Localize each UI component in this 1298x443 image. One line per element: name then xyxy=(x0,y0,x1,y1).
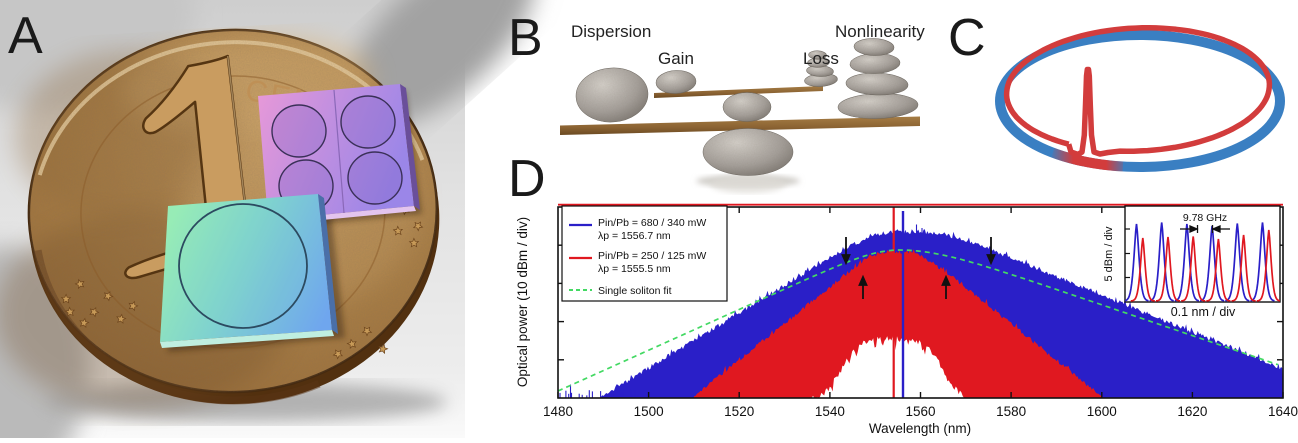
svg-text:Gain: Gain xyxy=(658,49,694,68)
svg-text:0.1 nm / div: 0.1 nm / div xyxy=(1171,305,1236,319)
svg-text:Pin/Pb = 250 / 125 mW: Pin/Pb = 250 / 125 mW xyxy=(598,250,706,262)
svg-text:1600: 1600 xyxy=(1087,404,1117,419)
svg-text:1500: 1500 xyxy=(634,404,664,419)
svg-text:9.78 GHz: 9.78 GHz xyxy=(1183,212,1227,224)
svg-text:Nonlinearity: Nonlinearity xyxy=(835,22,925,41)
svg-text:1640: 1640 xyxy=(1268,404,1298,419)
svg-text:1580: 1580 xyxy=(996,404,1026,419)
svg-text:Dispersion: Dispersion xyxy=(571,22,651,41)
svg-text:B: B xyxy=(508,9,543,67)
svg-text:1520: 1520 xyxy=(724,404,754,419)
svg-text:Wavelength (nm): Wavelength (nm) xyxy=(869,421,971,436)
svg-text:Single soliton fit: Single soliton fit xyxy=(598,285,672,297)
svg-text:1560: 1560 xyxy=(905,404,935,419)
svg-text:C: C xyxy=(948,9,986,67)
svg-text:λp = 1555.5 nm: λp = 1555.5 nm xyxy=(598,263,671,275)
svg-text:1620: 1620 xyxy=(1177,404,1207,419)
svg-text:λp = 1556.7 nm: λp = 1556.7 nm xyxy=(598,230,671,242)
svg-text:1540: 1540 xyxy=(815,404,845,419)
svg-text:Loss: Loss xyxy=(803,49,839,68)
svg-text:Optical power (10 dBm / div): Optical power (10 dBm / div) xyxy=(515,217,530,387)
svg-text:D: D xyxy=(508,150,546,208)
svg-text:A: A xyxy=(8,7,43,65)
svg-text:1480: 1480 xyxy=(543,404,573,419)
svg-text:5 dBm / div: 5 dBm / div xyxy=(1103,226,1115,282)
svg-text:Pin/Pb = 680 / 340 mW: Pin/Pb = 680 / 340 mW xyxy=(598,217,706,229)
